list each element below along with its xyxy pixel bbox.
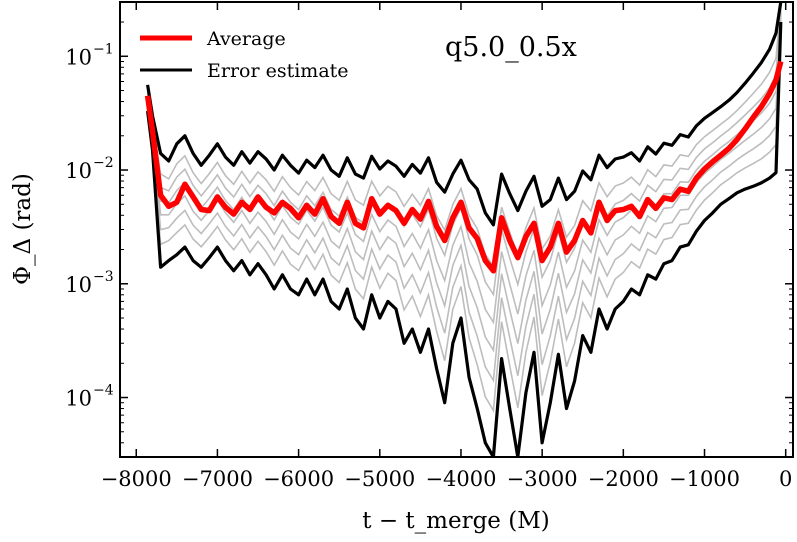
y-axis-label: Φ_Δ (rad) — [10, 173, 36, 285]
x-tick-label: −2000 — [588, 467, 659, 491]
x-tick-label: 0 — [779, 467, 792, 491]
run-line-2 — [146, 15, 782, 383]
y-tick-label-base: 10 — [65, 159, 92, 183]
average-line — [144, 60, 784, 274]
x-tick-label: −3000 — [507, 467, 578, 491]
x-tick-label: −1000 — [669, 467, 740, 491]
annotation-label: q5.0_0.5x — [445, 32, 577, 63]
legend-error-label: Error estimate — [207, 60, 349, 82]
x-axis-label: t − t_merge (M) — [362, 508, 549, 534]
run-line-6 — [146, 5, 782, 269]
y-tick-label-base: 10 — [65, 45, 92, 69]
y-axis-ticks: 10−410−310−210−1 — [65, 21, 793, 458]
run-line-1 — [146, 17, 782, 414]
y-tick-label-base: 10 — [65, 387, 92, 411]
legend: Average Error estimate — [140, 28, 349, 82]
y-tick-label-exponent: −4 — [93, 383, 114, 399]
error-upper-line — [146, 2, 783, 227]
y-tick-label-exponent: −1 — [93, 41, 114, 57]
y-tick-label-exponent: −3 — [93, 269, 114, 285]
x-tick-label: −6000 — [263, 467, 334, 491]
x-tick-label: −8000 — [101, 467, 172, 491]
y-tick-label-exponent: −2 — [93, 155, 114, 171]
y-tick-label-base: 10 — [65, 273, 92, 297]
error-lower-line — [146, 21, 783, 457]
x-tick-label: −7000 — [182, 467, 253, 491]
plot-background — [120, 2, 793, 457]
x-tick-label: −5000 — [344, 467, 415, 491]
run-line-3 — [146, 12, 782, 353]
x-tick-label: −4000 — [425, 467, 496, 491]
x-axis-ticks: −8000 −7000 −6000 −5000 −4000 −3000 −2000 −1000… — [101, 2, 792, 491]
series-lines — [144, 2, 784, 457]
legend-average-label: Average — [206, 28, 286, 50]
